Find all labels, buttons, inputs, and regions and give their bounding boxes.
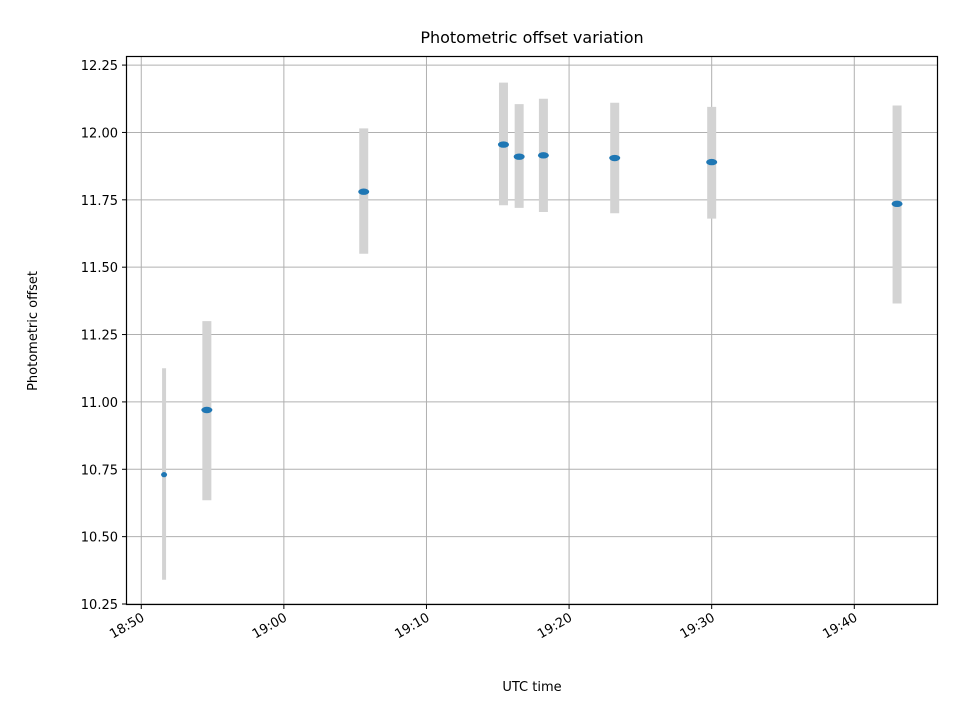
y-tick-label: 11.50 bbox=[81, 261, 118, 276]
x-tick-label: 19:30 bbox=[678, 610, 718, 642]
x-tick-label: 19:40 bbox=[820, 610, 860, 642]
data-point bbox=[609, 154, 621, 162]
x-tick-label: 19:20 bbox=[535, 610, 575, 642]
x-axis-ticks: 18:50 19:00 19:10 19:20 19:30 19:40 bbox=[107, 604, 860, 642]
grid bbox=[127, 57, 937, 605]
y-axis-label: Photometric offset bbox=[26, 271, 41, 391]
data-point bbox=[161, 472, 168, 478]
data-point bbox=[358, 188, 370, 195]
plot-frame bbox=[125, 55, 939, 606]
x-tick-label: 19:10 bbox=[393, 610, 433, 642]
data-point bbox=[497, 141, 509, 148]
data-point bbox=[513, 153, 525, 160]
x-axis-label: UTC time bbox=[502, 680, 561, 695]
data-point bbox=[706, 158, 718, 166]
y-tick-label: 11.75 bbox=[81, 194, 118, 209]
data-points bbox=[161, 141, 903, 478]
chart-title: Photometric offset variation bbox=[420, 28, 643, 47]
y-tick-label: 10.75 bbox=[81, 463, 118, 478]
y-tick-label: 11.25 bbox=[81, 329, 118, 344]
y-axis-ticks: 10.25 10.50 10.75 11.00 11.25 11.50 11.75 12.00… bbox=[81, 59, 127, 613]
errorbars bbox=[162, 82, 902, 580]
y-tick-label: 12.25 bbox=[81, 59, 118, 74]
y-tick-label: 10.25 bbox=[81, 598, 118, 613]
data-point bbox=[891, 200, 903, 208]
y-tick-label: 12.00 bbox=[81, 126, 118, 141]
x-tick-label: 19:00 bbox=[250, 610, 290, 642]
data-point bbox=[537, 152, 549, 159]
data-point bbox=[201, 406, 213, 414]
y-tick-label: 10.50 bbox=[81, 531, 118, 546]
x-tick-label: 18:50 bbox=[107, 610, 147, 642]
y-tick-label: 11.00 bbox=[81, 396, 118, 411]
